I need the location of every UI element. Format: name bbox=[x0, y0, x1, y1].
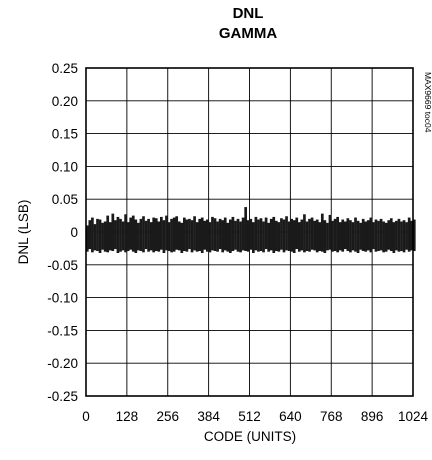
plot-area-frame bbox=[85, 67, 414, 397]
y-tick-label: 0.05 bbox=[52, 192, 78, 207]
y-tick-label: -0.25 bbox=[47, 389, 78, 404]
y-tick-label: -0.20 bbox=[47, 356, 78, 371]
x-tick-label: 0 bbox=[82, 409, 90, 424]
y-axis-label: DNL (LSB) bbox=[16, 200, 31, 265]
x-tick-label: 1024 bbox=[398, 409, 429, 424]
x-tick-label: 256 bbox=[156, 409, 179, 424]
x-tick-label: 128 bbox=[116, 409, 139, 424]
y-tick-label: 0.15 bbox=[52, 127, 78, 142]
x-tick-label: 640 bbox=[279, 409, 302, 424]
x-axis-ticks: 0 128 256 384 512 640 768 896 1024 bbox=[82, 409, 428, 424]
chart-title: DNL bbox=[233, 5, 264, 22]
y-tick-label: -0.10 bbox=[47, 291, 78, 306]
y-tick-label: -0.05 bbox=[47, 258, 78, 273]
y-axis-ticks: 0.25 0.20 0.15 0.10 0.05 0 -0.05 -0.10 -0.15 -0.2… bbox=[47, 61, 78, 404]
y-tick-label: 0.25 bbox=[52, 61, 78, 76]
dnl-series bbox=[85, 207, 416, 253]
x-tick-label: 768 bbox=[320, 409, 343, 424]
y-tick-label: 0.20 bbox=[52, 94, 78, 109]
y-tick-label: -0.15 bbox=[47, 323, 78, 338]
figure-reference: MAX9669 toc04 bbox=[423, 72, 432, 133]
chart-subtitle: GAMMA bbox=[219, 25, 277, 42]
x-axis-label: CODE (UNITS) bbox=[204, 429, 296, 444]
x-tick-label: 896 bbox=[361, 409, 384, 424]
x-tick-label: 384 bbox=[197, 409, 220, 424]
y-tick-label: 0 bbox=[70, 225, 78, 240]
x-tick-label: 512 bbox=[238, 409, 261, 424]
y-tick-label: 0.10 bbox=[52, 159, 78, 174]
